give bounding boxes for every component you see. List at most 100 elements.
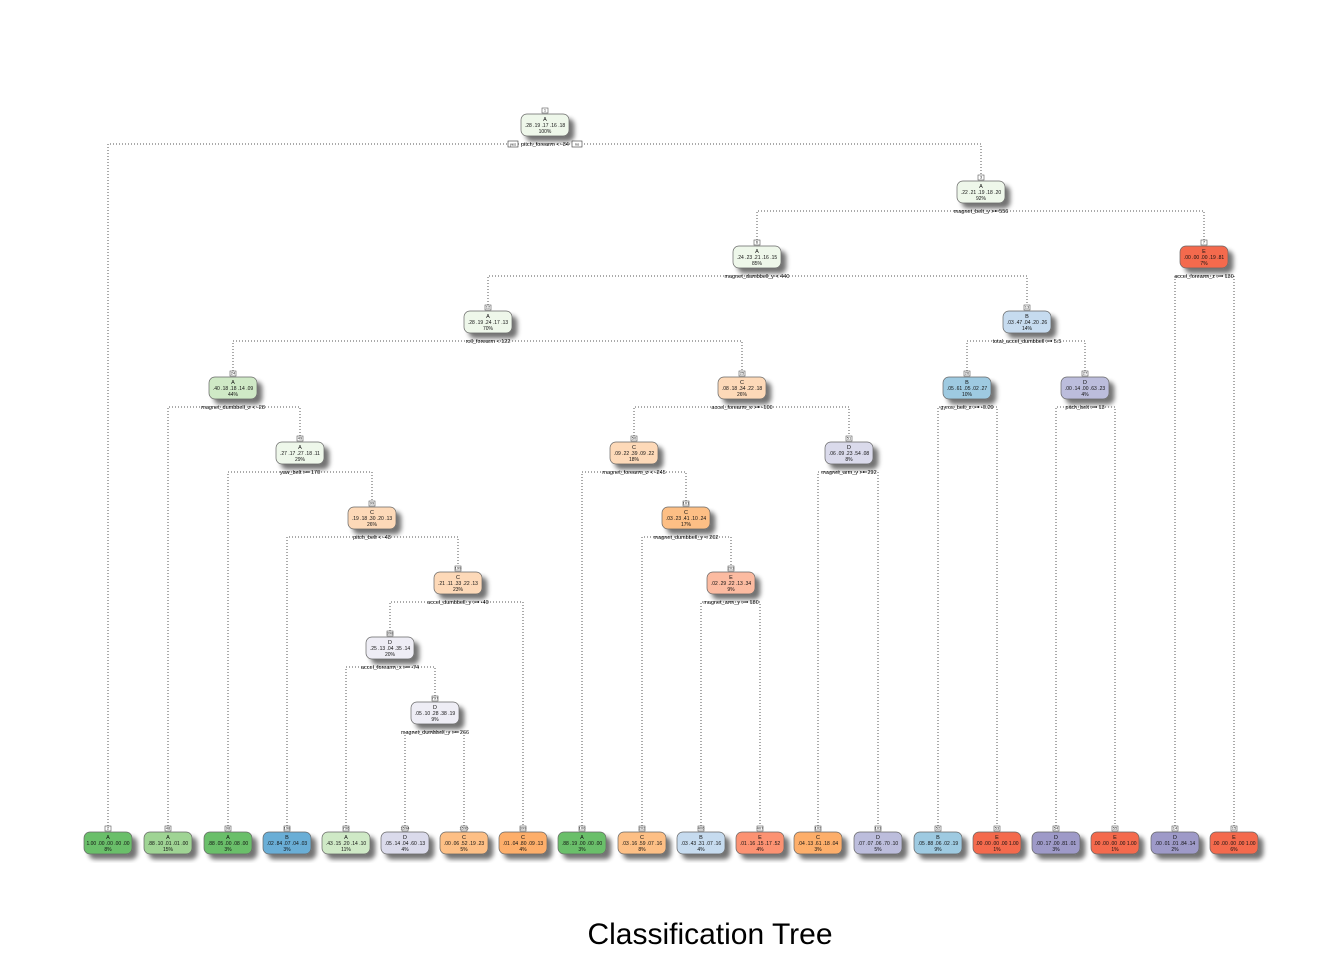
node-probs: .28 .19 .24 .17 .13: [468, 320, 509, 326]
node-class: C: [456, 575, 460, 581]
node-probs: .01 .16 .15 .17 .52: [740, 841, 781, 847]
node-number: 796: [343, 826, 350, 831]
node-class: A: [755, 249, 759, 255]
node-probs: .24 .23 .21 .16 .15: [737, 255, 778, 261]
node-number: 13: [1025, 305, 1030, 310]
split-label: pitch_belt >= 13: [1065, 405, 1104, 411]
node-box: [676, 831, 726, 855]
node-percent: 7%: [1200, 261, 1208, 267]
node-box: [717, 376, 767, 400]
node-box: [321, 831, 371, 855]
node-class: E: [1232, 835, 1236, 841]
node-number-tag: [697, 825, 705, 832]
node-class: D: [433, 705, 437, 711]
leaf-node-15: 15 E.00 .00 .00 .00 1.006%: [1209, 825, 1259, 855]
node-box: [143, 831, 193, 855]
node-box: [410, 701, 460, 725]
node-number: 25: [740, 371, 745, 376]
node-number-tag: [682, 500, 690, 507]
node-probs: .03 .43 .31 .07 .16: [681, 841, 722, 847]
node-number: 24: [231, 371, 236, 376]
node-number-tag: [977, 174, 985, 181]
node-number-tag: [638, 825, 646, 832]
node-number: 407: [757, 826, 764, 831]
split-label: magnet_dumbbell_y < 440: [725, 274, 790, 280]
node-number: 406: [698, 826, 705, 831]
leaf-node-198: 198 B.02 .84 .07 .04 .033%: [262, 825, 312, 855]
edge-12: [232, 340, 743, 371]
node-number-tag: [401, 825, 409, 832]
node-percent: 70%: [483, 326, 494, 332]
split-label: accel_forearm_z >= 130: [1174, 274, 1233, 280]
node-class: E: [758, 835, 762, 841]
node-percent: 11%: [341, 847, 351, 853]
node-number-tag: [934, 825, 942, 832]
node-number: 6: [756, 240, 759, 245]
node-box: [520, 113, 570, 137]
node-percent: 9%: [727, 587, 735, 593]
node-number-tag: [1023, 304, 1031, 311]
split-label: gyros_belt_z >= -0.29: [940, 405, 993, 411]
node-probs: .19 .18 .30 .20 .13: [352, 516, 393, 522]
svg-text:no: no: [575, 142, 580, 147]
node-box: [347, 506, 397, 530]
node-probs: .05 .88 .06 .02 .19: [918, 841, 959, 847]
node-class: C: [462, 835, 466, 841]
leaf-node-14: 14 D.00 .01 .01 .84 .142%: [1150, 825, 1200, 855]
node-number-tag: [224, 825, 232, 832]
svg-text:yes: yes: [510, 142, 516, 147]
node-number: 55: [1113, 826, 1118, 831]
tree-edges: [107, 143, 1235, 826]
leaf-node-1594: 1594 D.05 .14 .04 .60 .134%: [380, 825, 430, 855]
node-number-tag: [963, 370, 971, 377]
node-percent: 3%: [283, 847, 291, 853]
split-label: magnet_dumbbell_y < 202: [654, 535, 719, 541]
node-percent: 2%: [1171, 847, 1179, 853]
node-number-tag: [342, 825, 350, 832]
node-number-tag: [454, 565, 462, 572]
node-box: [706, 571, 756, 595]
leaf-node-102: 102 C.04 .13 .61 .18 .043%: [793, 825, 843, 855]
node-number-tag: [753, 239, 761, 246]
node-class: B: [1025, 314, 1029, 320]
node-class: B: [699, 835, 703, 841]
node-percent: 92%: [976, 196, 987, 202]
node-percent: 4%: [1081, 392, 1089, 398]
node-number-tag: [630, 435, 638, 442]
node-percent: 29%: [295, 457, 306, 463]
node-box: [203, 831, 253, 855]
node-class: A: [979, 184, 983, 190]
leaf-node-52: 52 B.05 .88 .06 .02 .199%: [913, 825, 963, 855]
node-box: [732, 245, 782, 269]
node-probs: .09 .22 .39 .09 .22: [614, 451, 655, 457]
node-number: 202: [639, 826, 646, 831]
node-box: [380, 831, 430, 855]
node-number: 53: [995, 826, 1000, 831]
node-number-tag: [1200, 239, 1208, 246]
node-number-tag: [756, 825, 764, 832]
node-probs: 1.00 .00 .00 .00 .00: [86, 841, 129, 847]
node-box: [1002, 310, 1052, 334]
root-split-no-tag: no: [571, 140, 583, 148]
node-number: 1595: [460, 826, 470, 831]
node-percent: 3%: [224, 847, 232, 853]
node-number-tag: [368, 500, 376, 507]
node-number-tag: [874, 825, 882, 832]
node-class: D: [847, 445, 851, 451]
node-number-tag: [519, 825, 527, 832]
split-label: magnet_dumbbell_z < -28: [201, 405, 265, 411]
node-percent: 9%: [934, 847, 942, 853]
node-percent: 3%: [1052, 847, 1060, 853]
edge-25: [633, 406, 850, 436]
node-number: 398: [387, 631, 394, 636]
node-percent: 44%: [228, 392, 239, 398]
node-box: [1150, 831, 1200, 855]
